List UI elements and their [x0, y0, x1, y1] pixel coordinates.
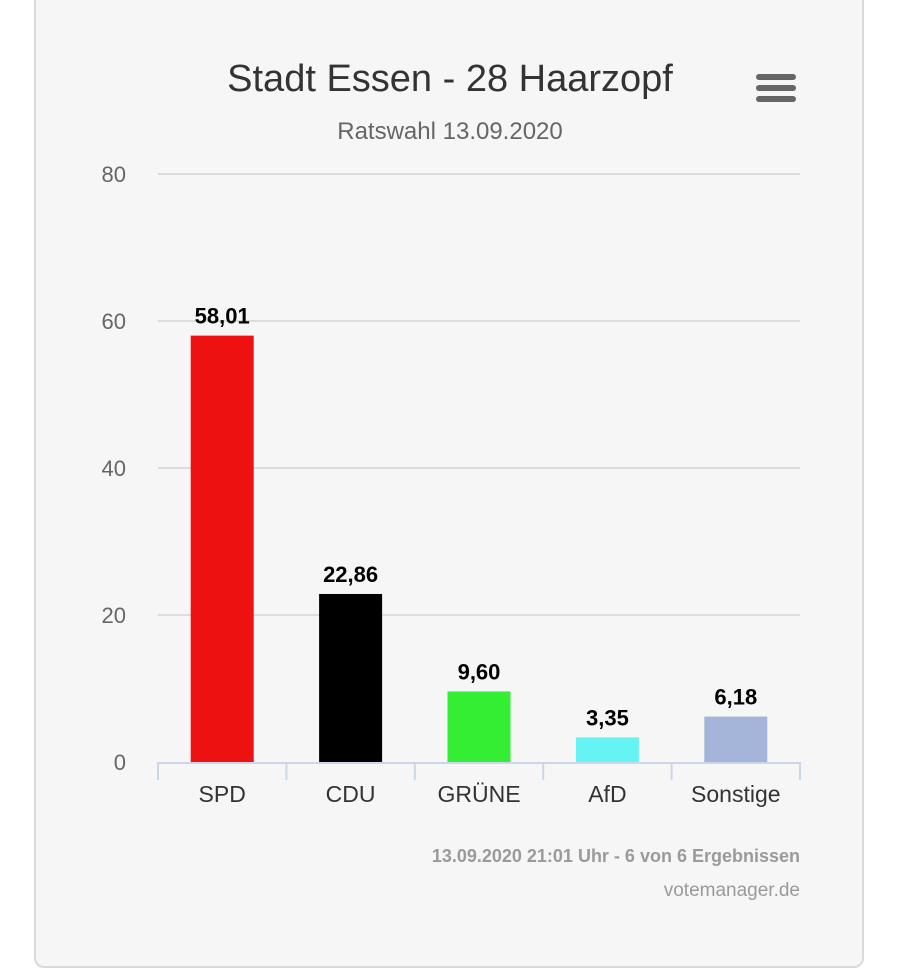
y-tick-label: 40 [102, 456, 126, 481]
bar-grüne [447, 691, 511, 762]
hamburger-menu-icon[interactable] [756, 74, 796, 106]
y-tick-label: 60 [102, 309, 126, 334]
gridlines [158, 173, 800, 616]
chart-card [34, 0, 864, 968]
data-label: 22,86 [323, 562, 378, 587]
y-axis-ticks: 0 20 40 60 80 [102, 162, 126, 775]
bar-spd [190, 335, 254, 762]
data-label: 6,18 [714, 685, 757, 710]
chart-title: Stadt Essen - 28 Haarzopf [227, 58, 673, 100]
y-tick-label: 80 [102, 162, 126, 187]
x-axis: SPD CDU GRÜNE AfD Sonstige [157, 762, 801, 807]
y-tick-label: 0 [114, 750, 126, 775]
x-tick-label: Sonstige [691, 781, 781, 807]
bar-sonstige [704, 716, 768, 762]
x-tick-label: AfD [588, 781, 626, 807]
chart-subtitle: Ratswahl 13.09.2020 [337, 118, 563, 145]
y-tick-label: 20 [102, 603, 126, 628]
data-label: 9,60 [458, 659, 501, 684]
bar-afd [575, 737, 639, 762]
x-tick-label: SPD [199, 781, 246, 807]
x-tick-label: GRÜNE [437, 781, 520, 807]
credit-link[interactable]: votemanager.de [663, 880, 800, 901]
data-label: 3,35 [586, 705, 629, 730]
results-status: 13.09.2020 21:01 Uhr - 6 von 6 Ergebniss… [431, 846, 800, 866]
data-label: 58,01 [195, 304, 250, 329]
bars [190, 335, 768, 762]
x-tick-label: CDU [326, 781, 376, 807]
data-labels: 58,01 22,86 9,60 3,35 6,18 [195, 304, 758, 731]
bar-cdu [319, 593, 383, 762]
